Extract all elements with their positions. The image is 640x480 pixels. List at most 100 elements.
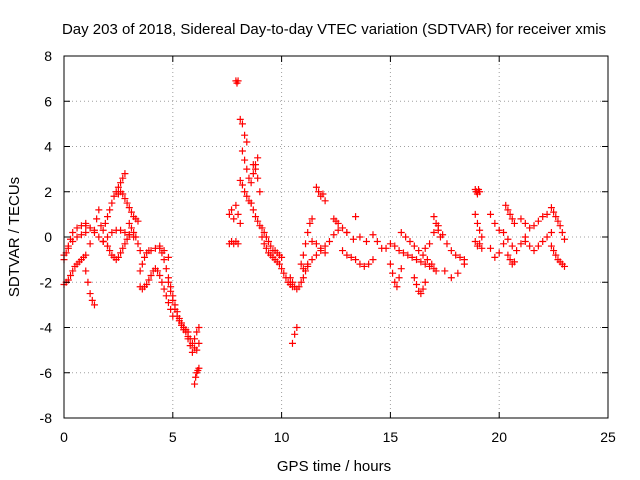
x-tick-label: 20 [491,429,507,445]
data-point [308,215,316,223]
data-point [69,238,77,246]
data-point [275,260,283,268]
y-tick-label: 8 [44,48,52,64]
data-point [167,287,175,295]
data-point [171,305,179,313]
data-point [114,183,122,191]
data-point [193,346,201,354]
data-point [278,253,286,261]
data-point [365,260,373,268]
series-z [249,161,264,196]
data-point [82,251,90,259]
data-point [232,201,240,209]
series-an [397,228,440,275]
data-point [295,283,303,291]
data-point [169,296,177,304]
data-point [241,156,249,164]
x-tick-label: 0 [60,429,68,445]
data-point [291,330,299,338]
data-point [399,249,407,257]
data-point [526,224,534,232]
data-point [508,215,516,223]
data-point [234,210,242,218]
data-point [543,233,551,241]
data-point [415,247,423,255]
y-tick-label: -4 [40,320,53,336]
grid-lines [64,56,608,418]
data-point [339,224,347,232]
data-point [299,274,307,282]
data-point [352,256,360,264]
data-point [404,251,412,259]
data-point [90,226,98,234]
data-point [406,238,414,246]
data-point [495,226,503,234]
data-point [510,219,518,227]
data-point [308,256,316,264]
data-point [123,235,131,243]
data-point [106,206,114,214]
data-point [410,242,418,250]
data-point [82,219,90,227]
data-point [432,219,440,227]
data-point [526,242,534,250]
data-point [160,285,168,293]
data-point [560,262,568,270]
data-point [73,224,81,232]
y-tick-label: 4 [44,139,52,155]
y-tick-label: -2 [40,274,53,290]
data-point [119,244,127,252]
data-point [504,206,512,214]
series-bb [521,228,555,255]
data-point [108,199,116,207]
data-point [158,278,166,286]
series-at [471,210,486,241]
data-point [517,215,525,223]
data-point [306,219,314,227]
series-aj [343,228,370,246]
data-point [334,219,342,227]
data-point [164,253,172,261]
data-point [182,328,190,336]
data-point [251,213,259,221]
data-point [308,238,316,246]
data-point [426,240,434,248]
data-point [164,299,172,307]
data-point [147,247,155,255]
data-point [127,224,135,232]
data-point [101,219,109,227]
data-point [265,238,273,246]
data-point [304,260,312,268]
data-point [373,238,381,246]
data-point [243,165,251,173]
data-point [386,240,394,248]
data-point [413,281,421,289]
data-point [160,256,168,264]
data-point [243,138,251,146]
data-point [136,247,144,255]
data-point [471,238,479,246]
data-point [256,188,264,196]
data-point [491,253,499,261]
data-point [82,267,90,275]
data-point [299,265,307,273]
data-point [436,233,444,241]
data-point [434,226,442,234]
x-tick-label: 5 [169,429,177,445]
data-point [500,228,508,236]
data-point [88,296,96,304]
series-aq [430,213,444,241]
series-av [486,210,503,234]
series-t [225,201,244,227]
data-point [145,276,153,284]
data-point [104,242,112,250]
data-point [119,174,127,182]
data-point [267,242,275,250]
series-ai [339,247,377,270]
data-point [260,228,268,236]
data-point [95,206,103,214]
data-point [262,233,270,241]
data-point [156,242,164,250]
data-point [114,253,122,261]
data-point [423,256,431,264]
